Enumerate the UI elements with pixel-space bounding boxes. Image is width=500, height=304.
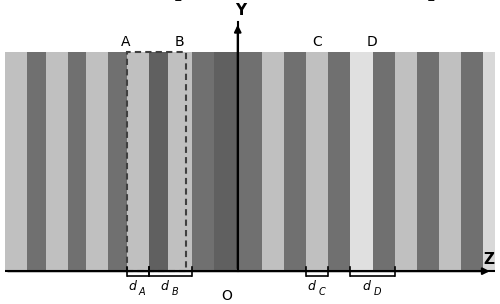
- Text: B: B: [172, 287, 178, 297]
- Bar: [5, 52, 27, 271]
- Text: C: C: [318, 287, 325, 297]
- Bar: [238, 52, 495, 271]
- Text: D: D: [374, 287, 381, 297]
- Text: C: C: [312, 35, 322, 49]
- Text: D: D: [367, 35, 378, 49]
- Bar: [328, 52, 350, 271]
- Text: d: d: [308, 280, 316, 293]
- Text: d: d: [362, 280, 370, 293]
- Bar: [284, 52, 306, 271]
- Text: B: B: [175, 35, 184, 49]
- Bar: [27, 52, 46, 271]
- Text: Z: Z: [483, 252, 494, 267]
- Text: d: d: [161, 280, 168, 293]
- Bar: [5, 52, 238, 271]
- Bar: [168, 52, 192, 271]
- Bar: [394, 52, 416, 271]
- Text: Y: Y: [234, 3, 246, 18]
- Bar: [350, 52, 372, 271]
- Bar: [192, 52, 214, 271]
- Bar: [438, 52, 460, 271]
- Bar: [68, 52, 86, 271]
- Text: A: A: [122, 35, 131, 49]
- Bar: [460, 52, 483, 271]
- Bar: [149, 52, 168, 271]
- Bar: [127, 52, 149, 271]
- Bar: [127, 52, 186, 271]
- Bar: [108, 52, 127, 271]
- Bar: [238, 52, 262, 271]
- Text: O: O: [222, 288, 232, 302]
- Bar: [214, 52, 238, 271]
- Bar: [86, 52, 108, 271]
- Bar: [416, 52, 438, 271]
- Text: A: A: [139, 287, 145, 297]
- Bar: [372, 52, 394, 271]
- Bar: [262, 52, 284, 271]
- Text: d: d: [128, 280, 136, 293]
- Bar: [306, 52, 328, 271]
- Bar: [46, 52, 68, 271]
